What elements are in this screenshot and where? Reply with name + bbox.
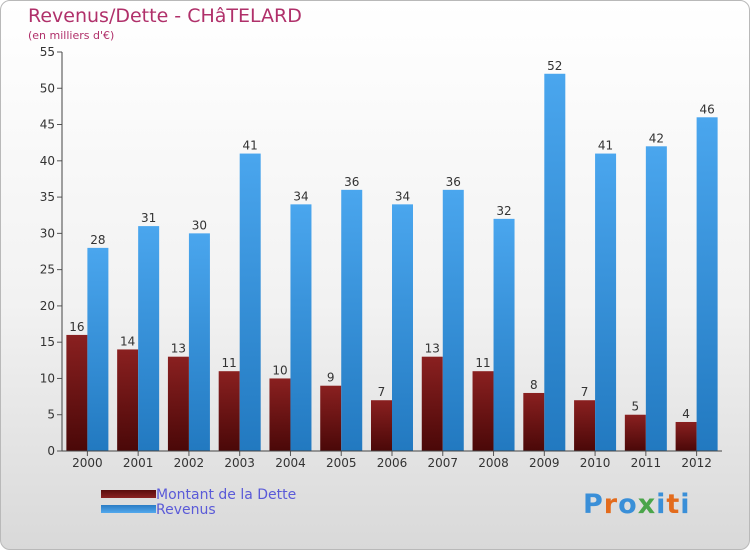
data-label-revenus-2008: 32 [496,204,511,218]
bar-dette-2002 [167,356,189,451]
y-tick-label: 40 [40,154,55,168]
x-tick-label-2008: 2008 [478,456,509,470]
legend-label-revenus: Revenus [156,502,216,518]
data-label-revenus-2000: 28 [90,233,105,247]
bar-revenus-2012 [696,117,718,452]
y-tick-label: 0 [47,444,55,458]
legend-swatch-dette [101,490,156,498]
x-tick-label-2000: 2000 [72,456,103,470]
y-tick-label: 45 [40,118,55,132]
y-tick-label: 10 [40,371,55,385]
x-tick-label-2004: 2004 [275,456,306,470]
bar-revenus-2007 [442,189,464,451]
data-label-dette-2007: 13 [425,342,440,356]
y-tick-label: 30 [40,226,55,240]
bar-revenus-2006 [392,204,413,451]
y-tick-label: 5 [47,408,55,422]
y-tick-label: 15 [40,335,55,349]
y-tick-label: 25 [40,263,55,277]
data-label-revenus-2004: 34 [293,189,308,203]
x-tick-label-2011: 2011 [631,456,662,470]
proxiti-logo: Proxiti [583,489,691,520]
bar-dette-2010 [574,400,596,451]
x-tick-label-2010: 2010 [580,456,611,470]
bar-chart: 0510152025303540455055162820001431200113… [40,45,722,470]
bar-dette-2009 [523,392,545,451]
bar-dette-2008 [472,371,494,451]
y-tick-label: 35 [40,190,55,204]
data-label-revenus-2011: 42 [649,131,664,145]
bar-revenus-2004 [290,204,312,451]
y-tick-label: 50 [40,81,55,95]
data-label-dette-2005: 9 [327,371,335,385]
x-tick-label-2002: 2002 [174,456,205,470]
data-label-revenus-2003: 41 [243,139,258,153]
bar-revenus-2010 [595,153,617,451]
data-label-revenus-2006: 34 [395,189,410,203]
bar-revenus-2000 [87,247,109,451]
bar-revenus-2005 [341,189,363,451]
data-label-revenus-2010: 41 [598,139,613,153]
bar-dette-2012 [675,421,697,451]
x-tick-label-2006: 2006 [377,456,408,470]
data-label-revenus-2012: 46 [699,102,714,116]
bar-revenus-2011 [645,146,667,452]
data-label-revenus-2001: 31 [141,211,156,225]
x-tick-label-2009: 2009 [529,456,560,470]
bar-dette-2001 [117,349,139,451]
bar-revenus-2003 [239,153,261,451]
x-tick-label-2003: 2003 [224,456,255,470]
bar-revenus-2008 [493,218,515,451]
data-label-dette-2001: 14 [120,334,135,348]
bar-dette-2000 [66,334,88,451]
bar-dette-2011 [624,414,646,451]
bar-revenus-2001 [138,226,160,451]
x-tick-label-2001: 2001 [123,456,154,470]
chart-subtitle: (en milliers d'€) [28,29,115,42]
data-label-dette-2004: 10 [272,363,287,377]
bar-dette-2007 [421,356,443,451]
legend-label-dette: Montant de la Dette [156,487,297,503]
x-tick-label-2012: 2012 [681,456,712,470]
bar-dette-2004 [269,378,291,451]
y-tick-label: 20 [40,299,55,313]
data-label-dette-2002: 13 [171,342,186,356]
bar-revenus-2002 [188,233,210,451]
data-label-dette-2000: 16 [69,320,84,334]
data-label-dette-2008: 11 [475,356,490,370]
bar-revenus-2009 [544,73,566,451]
x-tick-label-2007: 2007 [427,456,458,470]
data-label-revenus-2007: 36 [446,175,461,189]
y-tick-label: 55 [40,45,55,59]
legend-swatch-revenus [101,505,156,513]
chart-title: Revenus/Dette - CHâTELARD [28,5,302,27]
bar-dette-2005 [320,385,342,451]
bar-dette-2003 [218,371,240,451]
data-label-revenus-2002: 30 [192,218,207,232]
data-label-dette-2006: 7 [378,385,386,399]
x-tick-label-2005: 2005 [326,456,357,470]
bar-dette-2006 [371,400,392,451]
data-label-revenus-2005: 36 [344,175,359,189]
data-label-dette-2003: 11 [222,356,237,370]
data-label-dette-2009: 8 [530,378,538,392]
data-label-dette-2010: 7 [581,385,589,399]
data-label-revenus-2009: 52 [547,59,562,73]
data-label-dette-2011: 5 [632,400,640,414]
data-label-dette-2012: 4 [682,407,690,421]
